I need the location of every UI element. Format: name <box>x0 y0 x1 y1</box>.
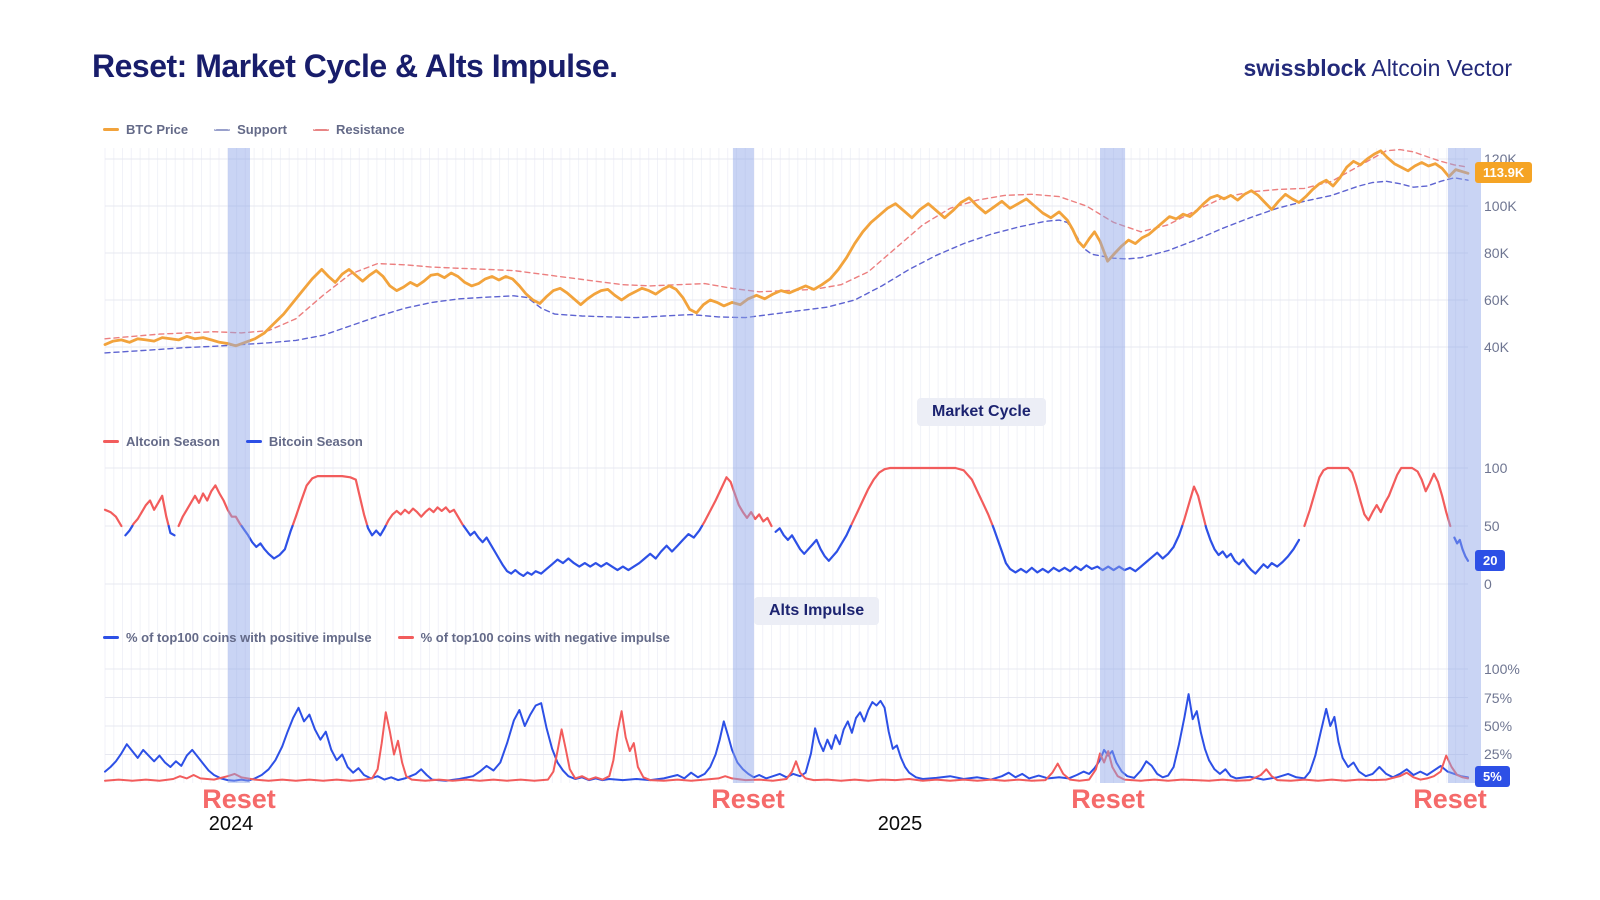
reset-band-3 <box>1100 148 1126 783</box>
legend-item-resistance: Resistance <box>312 122 405 137</box>
reset-band-4 <box>1448 148 1481 783</box>
legend-item-bitcoin-season: Bitcoin Season <box>245 434 363 449</box>
reset-label-1: Reset <box>202 784 276 814</box>
y-tick: 100 <box>1484 460 1508 476</box>
y-tick: 50% <box>1484 718 1513 734</box>
horizontal-gridlines-panel-3 <box>105 668 1468 755</box>
reset-label-3: Reset <box>1071 784 1145 814</box>
legend-item-positive-impulse: % of top100 coins with positive impulse <box>103 630 372 645</box>
page-title: Reset: Market Cycle & Alts Impulse. <box>92 48 618 84</box>
brand-name: swissblock <box>1243 55 1367 81</box>
bitcoin-season-swatch-icon <box>245 440 262 443</box>
btc-price-badge: 113.9K <box>1475 162 1533 183</box>
al ts-impulse-chip: Alts Impulse <box>754 597 880 625</box>
y-tick: 80K <box>1484 245 1509 261</box>
horizontal-gridlines-panel-1 <box>105 158 1468 348</box>
legend-label: Support <box>237 122 287 137</box>
legend-label: Resistance <box>335 122 405 137</box>
market-cycle-badge: 20 <box>1475 550 1506 571</box>
year-label-2025: 2025 <box>877 813 923 835</box>
legend-item-support: Support <box>214 122 287 137</box>
support-line <box>104 177 1469 354</box>
reset-label-4: Reset <box>1413 784 1487 814</box>
btc-price-line <box>103 149 1470 348</box>
reset-bands <box>227 148 1481 783</box>
legend-label: Altcoin Season <box>126 434 220 449</box>
reset-band-2 <box>732 148 754 783</box>
legend-label: % of top100 coins with positive impulse <box>126 630 372 645</box>
legend-item-altcoin-season: Altcoin Season <box>103 434 220 449</box>
negative-impulse-line <box>104 710 1469 782</box>
year-label-2024: 2024 <box>208 813 254 835</box>
legend-label: % of top100 coins with negative impulse <box>420 630 670 645</box>
y-tick: 0 <box>1484 576 1492 592</box>
y-tick: 60K <box>1484 292 1509 308</box>
negative-impulse-swatch-icon <box>397 636 414 639</box>
resistance-swatch-icon <box>312 128 329 131</box>
vertical-gridlines <box>104 148 1465 783</box>
y-tick: 75% <box>1484 690 1513 706</box>
btc-price-swatch-icon <box>103 128 119 131</box>
horizontal-gridlines-panel-2 <box>105 467 1468 585</box>
y-tick: 25% <box>1484 746 1513 762</box>
market-cycle-chip: Market Cycle <box>917 398 1046 426</box>
reset-label-2: Reset <box>711 784 785 814</box>
legend-label: Bitcoin Season <box>268 434 363 449</box>
y-tick: 100K <box>1484 198 1517 214</box>
bitcoin-season-line <box>124 524 1470 577</box>
resistance-line <box>104 148 1469 340</box>
alts-impulse-legend: % of top100 coins with positive impulse … <box>103 630 696 645</box>
altcoin-season-line <box>103 466 1452 528</box>
legend-item-btc-price: BTC Price <box>103 122 188 137</box>
legend-label: BTC Price <box>126 122 189 137</box>
brand-product: Altcoin Vector <box>1371 55 1512 81</box>
market-cycle-legend: Altcoin Season Bitcoin Season <box>103 434 389 449</box>
y-tick: 50 <box>1484 518 1500 534</box>
positive-impulse-swatch-icon <box>103 636 119 639</box>
alts-impulse-badge: 5% <box>1475 766 1510 787</box>
legend-item-negative-impulse: % of top100 coins with negative impulse <box>397 630 670 645</box>
support-swatch-icon <box>214 128 231 131</box>
btc-legend: BTC Price Support Resistance <box>103 122 431 137</box>
brand-logo: swissblock Altcoin Vector <box>1244 55 1513 82</box>
y-tick: 40K <box>1484 339 1509 355</box>
y-tick: 100% <box>1484 661 1520 677</box>
reset-band-1 <box>227 148 250 783</box>
positive-impulse-line <box>104 693 1469 782</box>
altcoin-season-swatch-icon <box>103 440 119 443</box>
